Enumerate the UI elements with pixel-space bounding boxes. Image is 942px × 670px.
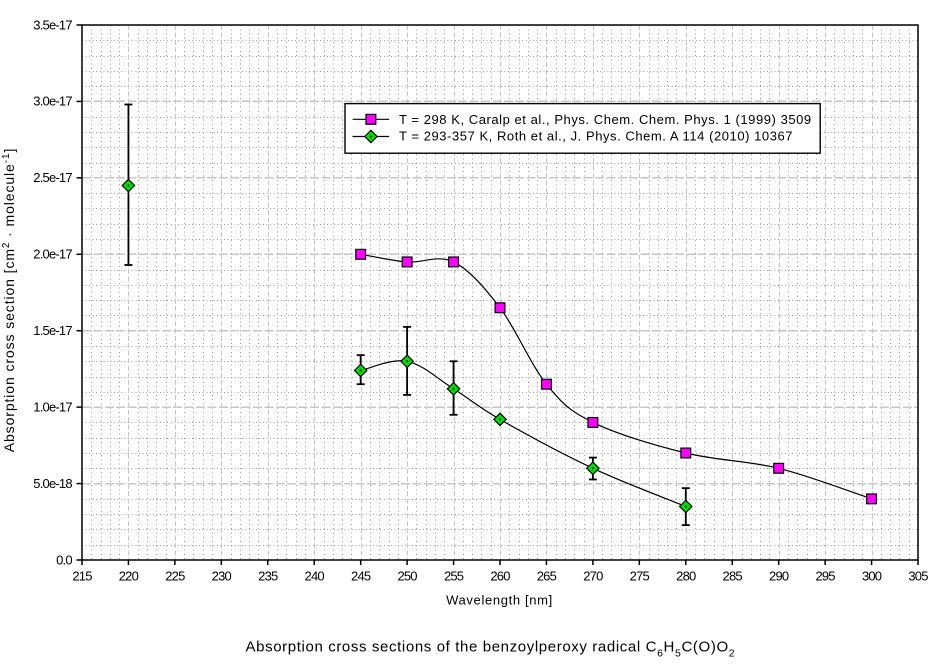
svg-text:2.5e-17: 2.5e-17 xyxy=(33,170,72,185)
svg-text:5.0e-18: 5.0e-18 xyxy=(33,476,72,491)
svg-text:2.0e-17: 2.0e-17 xyxy=(33,247,72,262)
svg-text:305: 305 xyxy=(908,568,928,583)
svg-text:220: 220 xyxy=(119,568,139,583)
svg-text:230: 230 xyxy=(212,568,232,583)
svg-text:215: 215 xyxy=(72,568,92,583)
svg-text:260: 260 xyxy=(490,568,510,583)
svg-text:300: 300 xyxy=(862,568,882,583)
svg-text:280: 280 xyxy=(676,568,696,583)
svg-text:Absorption cross sections of t: Absorption cross sections of the benzoyl… xyxy=(246,639,736,660)
svg-text:Wavelength [nm]: Wavelength [nm] xyxy=(446,593,553,608)
svg-text:0.0: 0.0 xyxy=(56,552,72,567)
svg-text:T = 298 K, Caralp et al., Phys: T = 298 K, Caralp et al., Phys. Chem. Ch… xyxy=(399,112,812,127)
svg-text:T = 293-357 K, Roth et al., J.: T = 293-357 K, Roth et al., J. Phys. Che… xyxy=(399,128,793,143)
svg-text:225: 225 xyxy=(165,568,185,583)
svg-text:1.0e-17: 1.0e-17 xyxy=(33,399,72,414)
svg-text:1.5e-17: 1.5e-17 xyxy=(33,323,72,338)
svg-text:285: 285 xyxy=(723,568,743,583)
svg-text:Absorption cross section [cm2: Absorption cross section [cm2 · molecule… xyxy=(1,148,17,453)
svg-text:3.5e-17: 3.5e-17 xyxy=(33,17,72,32)
svg-text:255: 255 xyxy=(444,568,464,583)
svg-text:240: 240 xyxy=(305,568,325,583)
svg-text:245: 245 xyxy=(351,568,371,583)
svg-text:270: 270 xyxy=(583,568,603,583)
svg-text:235: 235 xyxy=(258,568,278,583)
svg-text:250: 250 xyxy=(397,568,417,583)
svg-text:265: 265 xyxy=(537,568,557,583)
svg-text:295: 295 xyxy=(815,568,835,583)
svg-text:275: 275 xyxy=(630,568,650,583)
svg-text:290: 290 xyxy=(769,568,789,583)
svg-text:3.0e-17: 3.0e-17 xyxy=(33,94,72,109)
